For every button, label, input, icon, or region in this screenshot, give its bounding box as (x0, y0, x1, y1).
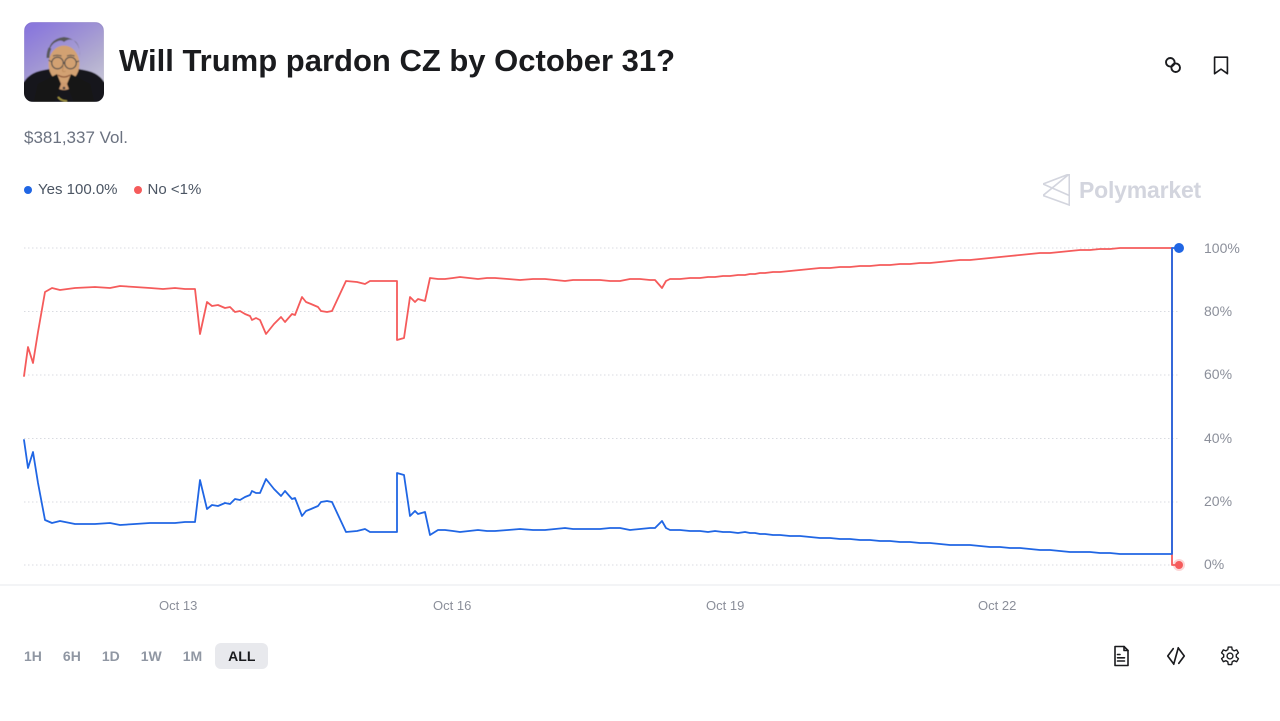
svg-text:100%: 100% (1204, 240, 1240, 256)
svg-text:0%: 0% (1204, 556, 1224, 572)
svg-text:60%: 60% (1204, 366, 1232, 382)
svg-text:40%: 40% (1204, 430, 1232, 446)
svg-text:20%: 20% (1204, 493, 1232, 509)
svg-text:80%: 80% (1204, 303, 1232, 319)
